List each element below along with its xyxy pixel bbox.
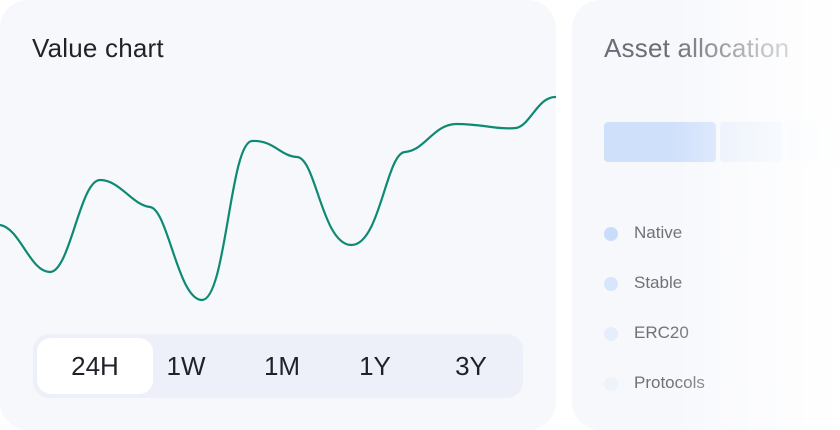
legend-dot xyxy=(604,327,618,341)
value-chart-card: Value chart 24H 1W 1M 1Y 3Y xyxy=(0,33,556,398)
legend-dot xyxy=(604,227,618,241)
range-1y-button[interactable]: 1Y xyxy=(359,351,391,381)
legend-label: Protocols xyxy=(634,373,705,392)
legend-dot xyxy=(604,377,618,391)
time-range-selector: 24H 1W 1M 1Y 3Y xyxy=(33,334,523,398)
range-1w-button[interactable]: 1W xyxy=(166,351,206,381)
range-1m-button[interactable]: 1M xyxy=(263,351,301,381)
value-line-chart xyxy=(0,95,556,302)
legend-label: ERC20 xyxy=(634,323,689,342)
legend-label: Native xyxy=(634,223,683,242)
asset-allocation-title: Asset allocation xyxy=(604,33,790,63)
legend-dot xyxy=(604,277,618,291)
asset-allocation-card: Asset allocation Native Stable ERC20 Pro… xyxy=(572,0,840,430)
value-series-line xyxy=(0,95,556,302)
range-24h-button[interactable]: 24H xyxy=(37,338,153,394)
allocation-segment-native xyxy=(604,122,716,162)
legend-label: Stable xyxy=(634,273,683,292)
value-chart-title: Value chart xyxy=(32,33,164,63)
allocation-segment-erc20 xyxy=(786,122,840,162)
allocation-segment-stable xyxy=(720,122,782,162)
range-3y-button[interactable]: 3Y xyxy=(455,351,487,381)
